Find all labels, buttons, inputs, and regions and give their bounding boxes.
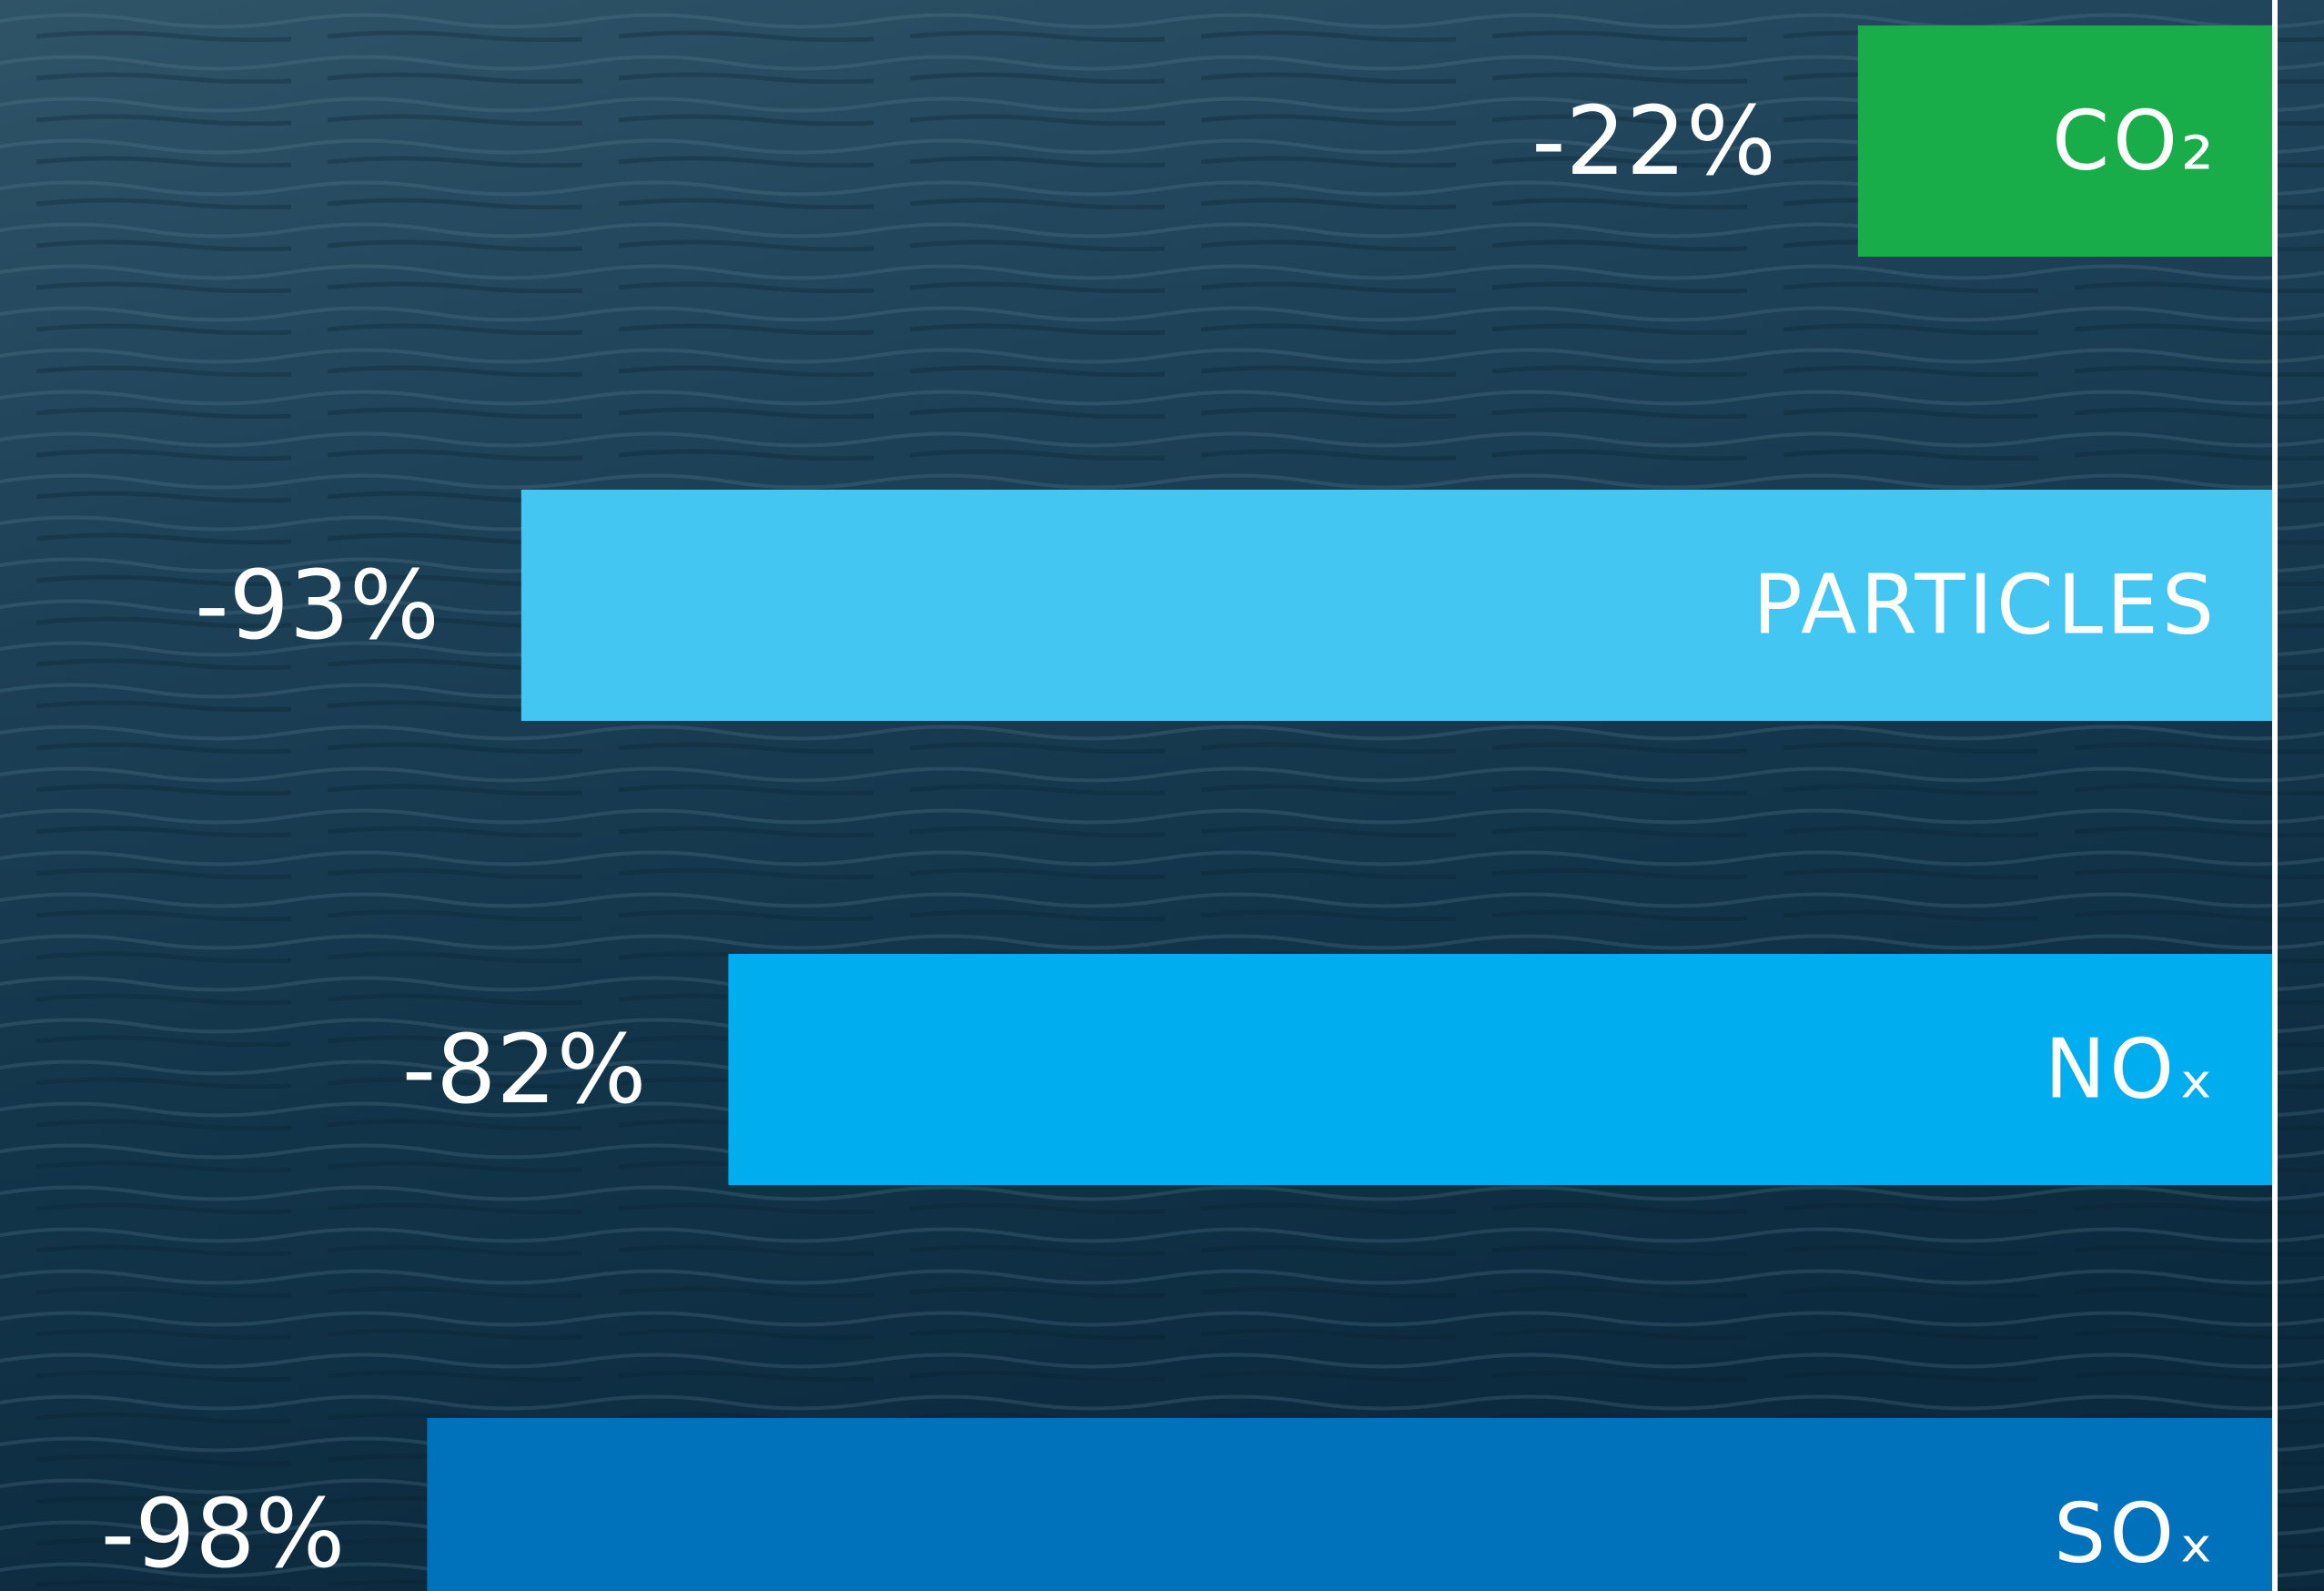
category-label: PARTICLES <box>1753 558 2218 654</box>
baseline <box>2272 0 2278 1591</box>
value-label: -98% <box>101 1478 346 1589</box>
category-label: SOₓ <box>2054 1486 2218 1582</box>
value-label: -22% <box>1531 86 1776 197</box>
chart: CO₂ -22% PARTICLES -93% NOₓ -82% SOₓ -98% <box>0 0 2324 1591</box>
bar <box>427 1418 2272 1591</box>
value-label: -93% <box>195 550 440 661</box>
category-label: NOₓ <box>2045 1022 2218 1118</box>
category-label: CO₂ <box>2052 94 2218 189</box>
page: CO₂-22%PARTICLES-93%NOₓ-82%SOₓ-98% (() =… <box>0 0 2324 1591</box>
value-label: -82% <box>402 1014 647 1125</box>
bar <box>728 954 2272 1185</box>
